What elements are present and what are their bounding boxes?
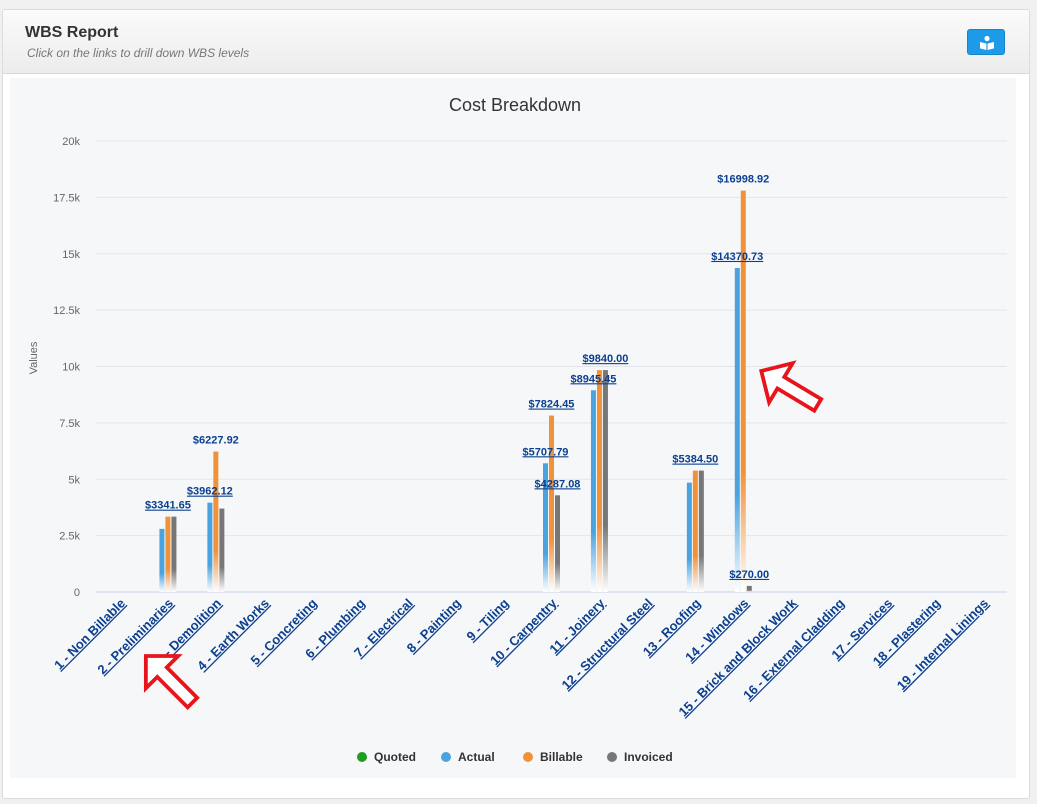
- cost-breakdown-chart: Cost Breakdown Values 0 2.5k 5k 7.5k 10k 12.5…: [10, 78, 1016, 778]
- bar-billable[interactable]: [692, 470, 698, 592]
- bar-actual[interactable]: [590, 390, 596, 592]
- bar-invoiced[interactable]: [555, 495, 560, 592]
- bar-billable[interactable]: [213, 451, 219, 592]
- annotation-arrow: [758, 360, 824, 414]
- legend-item-quoted[interactable]: Quoted: [374, 750, 416, 764]
- data-label[interactable]: $3962.12: [187, 486, 233, 498]
- data-label: $16998.92: [717, 174, 769, 186]
- panel-header: WBS Report Click on the links to drill d…: [3, 10, 1029, 74]
- bar-invoiced[interactable]: [746, 585, 752, 592]
- y-tick-label: 5k: [68, 474, 80, 486]
- bar-invoiced[interactable]: [602, 370, 608, 592]
- bar-billable[interactable]: [165, 516, 171, 592]
- data-label[interactable]: $7824.45: [529, 399, 575, 411]
- legend-marker-actual[interactable]: [441, 752, 451, 762]
- data-label[interactable]: $4287.08: [535, 478, 581, 490]
- bar-invoiced[interactable]: [698, 470, 704, 592]
- page-subtitle: Click on the links to drill down WBS lev…: [27, 46, 250, 60]
- y-tick-label: 7.5k: [59, 418, 80, 430]
- legend-item-invoiced[interactable]: Invoiced: [624, 750, 673, 764]
- legend-marker-invoiced[interactable]: [607, 752, 617, 762]
- bar-actual[interactable]: [207, 502, 213, 592]
- data-label[interactable]: $5707.79: [523, 446, 569, 458]
- y-tick-label: 0: [74, 587, 80, 599]
- y-tick-label: 2.5k: [59, 531, 80, 543]
- bar-billable[interactable]: [740, 190, 746, 593]
- bar-billable[interactable]: [549, 415, 554, 592]
- page-title: WBS Report: [25, 24, 119, 41]
- chart-svg: Cost Breakdown Values 0 2.5k 5k 7.5k 10k 12.5…: [28, 95, 1007, 764]
- data-label: $6227.92: [193, 435, 239, 447]
- y-tick-label: 17.5k: [53, 192, 80, 204]
- legend-item-actual[interactable]: Actual: [458, 750, 495, 764]
- x-tick-link[interactable]: 12 - Structural Steel: [559, 596, 656, 693]
- x-tick-link[interactable]: 9 - Tiling: [463, 595, 511, 643]
- data-label[interactable]: $5384.50: [672, 454, 718, 466]
- data-label[interactable]: $8945.45: [571, 373, 617, 385]
- bar-billable[interactable]: [596, 370, 602, 592]
- bar-invoiced[interactable]: [171, 516, 177, 592]
- y-tick-label: 10k: [62, 362, 80, 374]
- legend-marker-quoted[interactable]: [357, 752, 367, 762]
- bar-actual[interactable]: [686, 482, 692, 592]
- x-tick-link[interactable]: 19 - Internal Linings: [894, 596, 991, 693]
- chart-title: Cost Breakdown: [449, 95, 581, 115]
- legend-item-billable[interactable]: Billable: [540, 750, 583, 764]
- data-label[interactable]: $14370.73: [711, 251, 763, 263]
- bar-actual[interactable]: [543, 463, 548, 592]
- y-tick-label: 15k: [62, 249, 80, 261]
- legend-marker-billable[interactable]: [523, 752, 533, 762]
- bar-invoiced[interactable]: [219, 508, 225, 592]
- bar-actual[interactable]: [159, 528, 165, 592]
- data-label[interactable]: $270.00: [729, 569, 769, 581]
- y-axis-label: Values: [28, 341, 40, 374]
- y-tick-label: 20k: [62, 136, 80, 148]
- data-label[interactable]: $9840.00: [583, 353, 629, 365]
- annotation-arrow: [143, 654, 200, 710]
- help-button[interactable]: [967, 29, 1005, 55]
- book-reader-icon: [980, 35, 994, 50]
- y-tick-label: 12.5k: [53, 305, 80, 317]
- data-label[interactable]: $3341.65: [145, 500, 191, 512]
- bar-actual[interactable]: [734, 267, 740, 592]
